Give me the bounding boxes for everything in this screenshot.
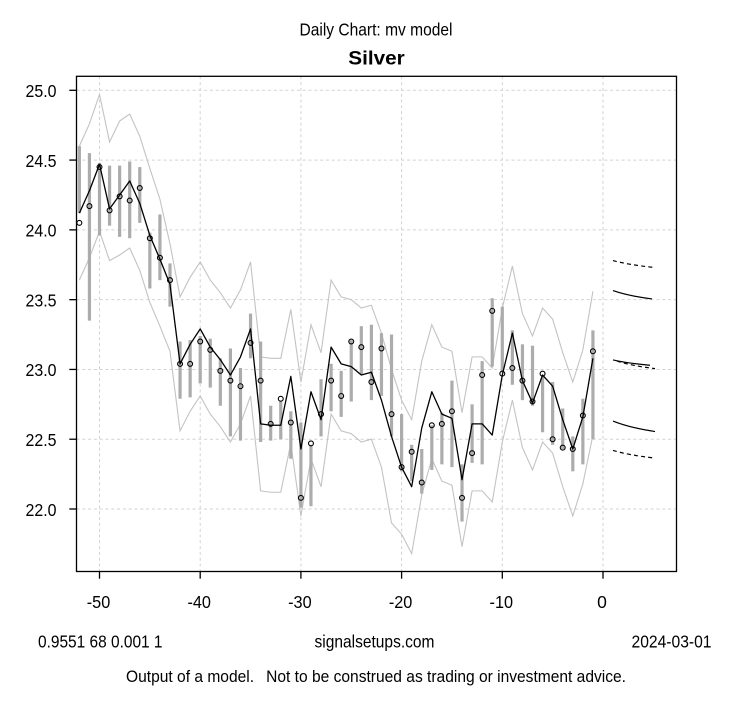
svg-text:-20: -20 [389,592,413,612]
svg-text:0: 0 [597,592,607,612]
svg-text:Output of a model. Not to be: Output of a model. Not to be construed a… [126,667,626,686]
svg-text:2024-03-01: 2024-03-01 [632,632,712,652]
svg-text:-50: -50 [87,592,111,612]
svg-text:23.0: 23.0 [26,360,57,380]
svg-text:-40: -40 [187,592,211,612]
svg-text:23.5: 23.5 [26,290,57,310]
svg-text:24.0: 24.0 [26,221,57,241]
svg-text:0.9551 68 0.001 1: 0.9551 68 0.001 1 [38,632,163,652]
svg-text:22.5: 22.5 [26,430,57,450]
svg-text:Daily Chart: mv model: Daily Chart: mv model [300,19,453,39]
svg-text:25.0: 25.0 [26,81,57,101]
svg-text:signalsetups.com: signalsetups.com [315,632,435,652]
svg-text:Silver: Silver [348,48,405,70]
svg-text:-30: -30 [288,592,312,612]
svg-text:-10: -10 [490,592,514,612]
svg-text:22.0: 22.0 [26,500,57,520]
svg-text:24.5: 24.5 [26,151,57,171]
